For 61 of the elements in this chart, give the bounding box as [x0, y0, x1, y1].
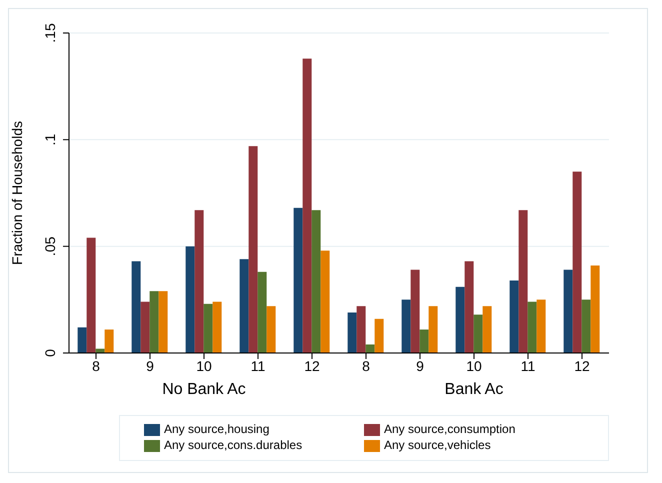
bar — [248, 146, 258, 353]
bar — [86, 238, 96, 353]
bar — [582, 300, 591, 353]
bar — [312, 210, 321, 353]
bar — [464, 261, 474, 353]
y-tick-label: .05 — [42, 236, 58, 256]
legend-label: Any source,consumption — [384, 422, 516, 436]
bar — [456, 286, 465, 353]
x-tick-label: 11 — [520, 358, 536, 374]
x-tick-label: 10 — [466, 358, 482, 374]
x-tick-label: 10 — [196, 358, 212, 374]
x-tick-label: 11 — [250, 358, 266, 374]
bar — [294, 208, 303, 353]
x-tick-label: 8 — [92, 358, 100, 374]
bar — [410, 270, 420, 353]
x-tick-label: 12 — [304, 358, 320, 374]
bar — [564, 270, 573, 353]
text: Bank Ac — [444, 381, 504, 399]
bar — [186, 246, 195, 353]
x-tick-label: 8 — [362, 358, 370, 374]
bar — [140, 302, 150, 353]
bar — [428, 306, 438, 353]
bar — [258, 272, 267, 353]
y-tick-label: .1 — [42, 134, 58, 146]
bar — [474, 314, 483, 353]
bar — [482, 306, 492, 353]
legend-label: Any source,housing — [164, 422, 270, 436]
bar — [78, 327, 87, 353]
x-tick-label: 12 — [574, 358, 590, 374]
bar — [518, 210, 528, 353]
bar — [266, 306, 276, 353]
bar — [212, 302, 222, 353]
legend-label: Any source,vehicles — [384, 438, 492, 452]
bar — [104, 330, 114, 353]
bar — [366, 344, 375, 353]
bar — [302, 58, 312, 353]
bar — [132, 261, 141, 353]
bar — [320, 250, 330, 353]
bar — [374, 318, 384, 353]
bar — [150, 291, 159, 353]
bar — [158, 291, 168, 353]
bar — [240, 259, 249, 353]
bar — [402, 300, 411, 353]
x-tick-label: 9 — [146, 358, 154, 374]
bar — [356, 306, 366, 353]
bar — [528, 302, 537, 353]
bar — [194, 210, 204, 353]
bar — [348, 312, 357, 353]
y-axis-title: Fraction of Households — [8, 121, 25, 265]
bar — [572, 172, 582, 353]
y-tick-label: .15 — [42, 23, 58, 43]
legend-label: Any source,cons.durables — [164, 438, 304, 452]
bar — [536, 300, 546, 353]
x-tick-label: 9 — [416, 358, 424, 374]
y-tick-label: 0 — [42, 348, 58, 357]
bar — [510, 280, 519, 353]
bar — [204, 304, 213, 353]
bar — [590, 266, 600, 353]
bar — [420, 330, 429, 353]
text: No Bank Ac — [161, 381, 247, 399]
bar — [96, 348, 105, 353]
